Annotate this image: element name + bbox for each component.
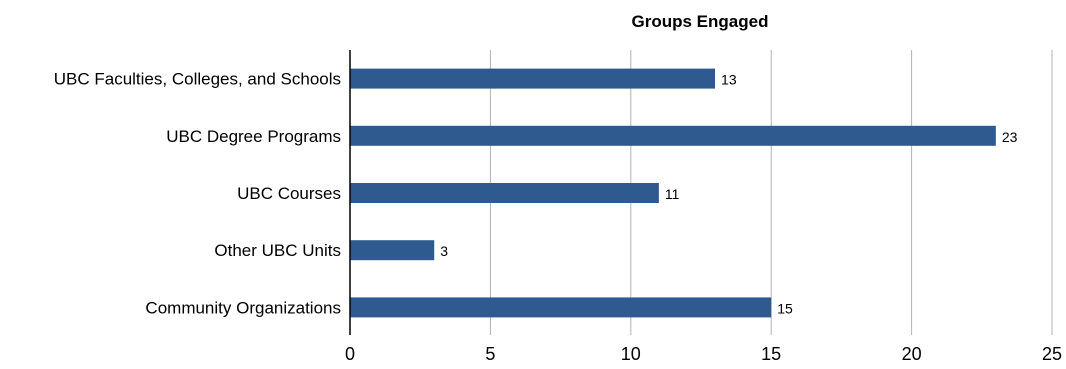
data-label-halo-0: 13 [721,72,737,88]
labels: UBC Faculties, Colleges, and Schools 1313… [54,70,1062,364]
x-tick-label-5: 5 [485,344,495,364]
gridlines [489,50,1053,335]
bar-1 [350,125,996,146]
data-label-3: 3 [440,243,448,259]
category-label-2: UBC Courses [237,184,341,203]
category-label-4: Community Organizations [145,298,341,317]
data-label-halo-4: 15 [777,300,793,316]
bar-3 [350,240,435,261]
data-label-0: 13 [721,72,737,88]
bar-4 [350,297,772,318]
category-label-0: UBC Faculties, Colleges, and Schools [54,70,341,89]
bar-2 [350,183,659,203]
chart-title: Groups Engaged [632,12,769,31]
x-tick-label-20: 20 [902,344,922,364]
data-label-halo-3: 3 [440,243,448,259]
x-tick-label-15: 15 [761,344,781,364]
bar-0 [350,68,716,89]
data-label-2: 11 [665,186,680,202]
data-label-halo-2: 11 [665,186,680,202]
x-tick-label-10: 10 [621,344,641,364]
data-label-4: 15 [777,300,793,316]
category-label-3: Other UBC Units [214,241,341,260]
x-tick-label-0: 0 [345,344,355,364]
category-label-1: UBC Degree Programs [166,127,341,146]
x-tick-label-25: 25 [1042,344,1062,364]
bars [350,68,996,318]
data-label-1: 23 [1002,129,1018,145]
data-label-halo-1: 23 [1002,129,1018,145]
